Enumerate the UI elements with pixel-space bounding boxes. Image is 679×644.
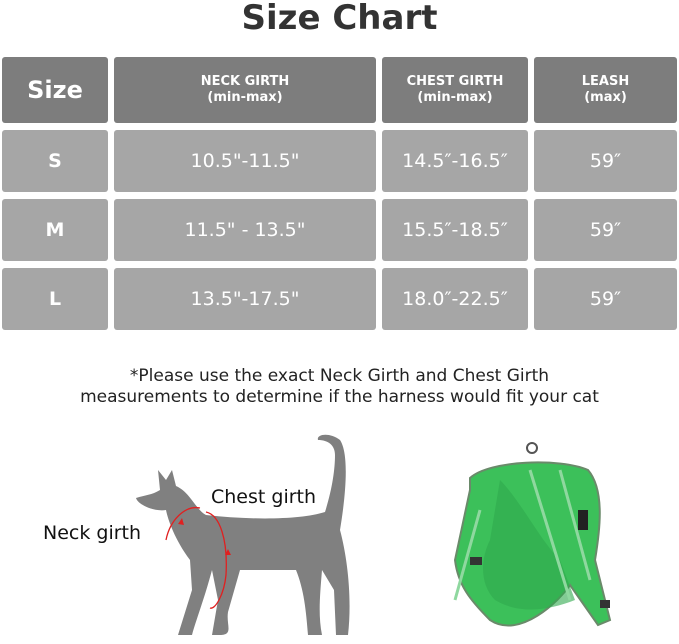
fit-note: *Please use the exact Neck Girth and Che… [0, 366, 679, 408]
page-title: Size Chart [241, 0, 438, 38]
neck-girth-label: Neck girth [43, 522, 142, 544]
header-sublabel: (min-max) [207, 90, 283, 105]
header-neck-girth: NECK GIRTH (min-max) [114, 57, 376, 123]
table-cell-neck: 11.5" - 13.5" [114, 199, 376, 261]
note-line: *Please use the exact Neck Girth and Che… [129, 366, 550, 386]
header-label: CHEST GIRTH [406, 74, 504, 89]
header-size: Size [2, 57, 108, 123]
header-sublabel: (min-max) [417, 90, 493, 105]
table-cell-chest: 14.5″-16.5″ [382, 130, 528, 192]
header-chest-girth: CHEST GIRTH (min-max) [382, 57, 528, 123]
table-cell-neck: 13.5"-17.5" [114, 268, 376, 330]
table-cell-leash: 59″ [534, 130, 677, 192]
table-cell-neck: 10.5"-11.5" [114, 130, 376, 192]
note-line: measurements to determine if the harness… [80, 387, 599, 407]
table-cell-leash: 59″ [534, 268, 677, 330]
header-sublabel: (max) [584, 90, 627, 105]
header-label: NECK GIRTH [200, 74, 290, 89]
chest-girth-label: Chest girth [211, 486, 317, 508]
table-cell-chest: 18.0″-22.5″ [382, 268, 528, 330]
header-label: LEASH [581, 74, 630, 89]
table-cell-size: S [2, 130, 108, 192]
table-cell-size: L [2, 268, 108, 330]
header-leash: LEASH (max) [534, 57, 677, 123]
table-cell-size: M [2, 199, 108, 261]
table-cell-chest: 15.5″-18.5″ [382, 199, 528, 261]
table-cell-leash: 59″ [534, 199, 677, 261]
